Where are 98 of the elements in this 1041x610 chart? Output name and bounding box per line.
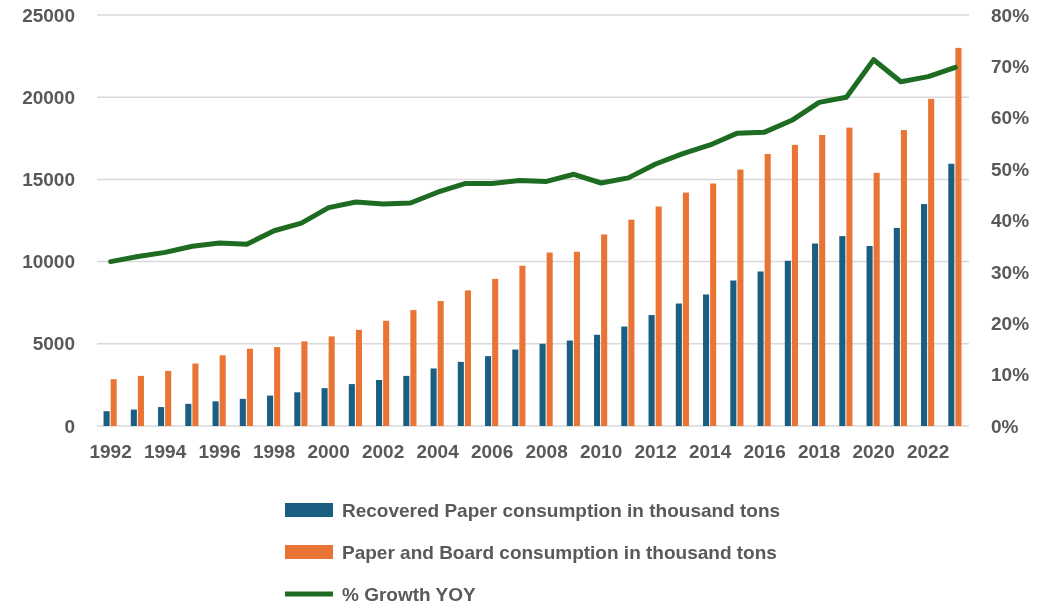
- bar: [512, 349, 519, 426]
- bar: [430, 368, 437, 426]
- bar: [376, 379, 383, 426]
- y-tick-label: 25000: [22, 4, 75, 26]
- bar: [294, 392, 301, 426]
- x-tick-label: 2008: [525, 441, 568, 462]
- x-tick-label: 2016: [743, 441, 786, 462]
- bar: [192, 363, 199, 426]
- bar: [403, 375, 410, 426]
- bar: [866, 245, 873, 426]
- x-tick-label: 1996: [198, 441, 241, 462]
- bar: [873, 172, 880, 426]
- bar: [846, 127, 853, 426]
- y2-tick-label: 80%: [991, 4, 1030, 26]
- bar: [239, 398, 246, 426]
- bar: [573, 251, 580, 426]
- bar: [900, 130, 907, 426]
- bar: [137, 375, 144, 426]
- bar: [410, 310, 417, 426]
- bar: [566, 340, 573, 426]
- y-tick-label: 5000: [32, 333, 75, 355]
- bar: [819, 135, 826, 426]
- x-tick-label: 2010: [579, 441, 623, 462]
- bar: [737, 169, 744, 426]
- bar: [628, 219, 635, 426]
- y-tick-label: 15000: [22, 169, 75, 191]
- x-tick-label: 1994: [143, 441, 187, 462]
- x-tick-label: 2018: [797, 441, 841, 462]
- bar: [710, 183, 717, 426]
- bar: [355, 329, 362, 426]
- bar: [601, 234, 608, 426]
- y-tick-label: 0: [64, 415, 75, 437]
- x-tick-label: 2014: [688, 441, 732, 462]
- x-tick-label: 2022: [906, 441, 950, 462]
- y-tick-label: 10000: [22, 251, 75, 273]
- bar: [546, 252, 553, 426]
- bar: [185, 403, 192, 426]
- bar: [839, 236, 846, 426]
- bar: [267, 395, 274, 426]
- bar: [130, 409, 137, 426]
- bar: [301, 341, 308, 426]
- bar: [703, 294, 710, 426]
- x-tick-label: 1992: [89, 441, 132, 462]
- x-tick-label: 2004: [416, 441, 460, 462]
- legend-label: Recovered Paper consumption in thousand tons: [342, 499, 781, 521]
- bar: [485, 356, 492, 426]
- bar: [948, 163, 955, 426]
- bar: [655, 206, 662, 426]
- bar: [594, 334, 601, 426]
- bar: [648, 315, 655, 426]
- x-tick-label: 1998: [252, 441, 296, 462]
- bar: [328, 336, 335, 426]
- legend-label: Paper and Board consumption in thousand tons: [342, 541, 777, 563]
- bar: [219, 355, 226, 426]
- bar: [675, 303, 682, 426]
- bar: [464, 290, 471, 426]
- x-tick-label: 2006: [470, 441, 514, 462]
- bar: [274, 347, 281, 426]
- y2-tick-label: 10%: [991, 364, 1030, 386]
- bar: [103, 411, 110, 426]
- bar: [812, 243, 819, 426]
- bar: [621, 326, 628, 426]
- bar: [955, 47, 962, 426]
- bar: [246, 348, 253, 426]
- bar: [158, 407, 165, 426]
- bar: [893, 227, 900, 426]
- y-tick-label: 20000: [22, 86, 75, 108]
- bar: [437, 301, 444, 426]
- bar: [784, 260, 791, 426]
- y2-tick-label: 0%: [991, 415, 1019, 437]
- bar: [921, 204, 928, 426]
- y2-tick-label: 30%: [991, 261, 1030, 283]
- y2-tick-label: 20%: [991, 312, 1030, 334]
- bar: [492, 278, 499, 426]
- bar: [321, 388, 328, 426]
- bar: [110, 379, 117, 426]
- bar: [383, 320, 390, 426]
- x-tick-label: 2002: [361, 441, 405, 462]
- bar: [791, 144, 798, 426]
- y2-tick-label: 60%: [991, 107, 1030, 129]
- y2-tick-label: 50%: [991, 158, 1030, 180]
- y2-tick-label: 70%: [991, 56, 1030, 78]
- bar: [764, 153, 771, 426]
- x-tick-label: 2012: [634, 441, 677, 462]
- bar: [519, 265, 526, 426]
- y2-tick-label: 40%: [991, 210, 1030, 232]
- bar: [165, 370, 172, 426]
- bar: [212, 401, 219, 426]
- bar: [457, 361, 464, 426]
- legend-label: % Growth YOY: [342, 583, 477, 605]
- bar: [757, 271, 764, 426]
- bar: [348, 384, 355, 426]
- bar: [539, 343, 546, 426]
- bar: [928, 98, 935, 426]
- bar: [730, 280, 737, 426]
- bar: [682, 192, 689, 426]
- x-tick-label: 2020: [852, 441, 895, 462]
- x-tick-label: 2000: [307, 441, 350, 462]
